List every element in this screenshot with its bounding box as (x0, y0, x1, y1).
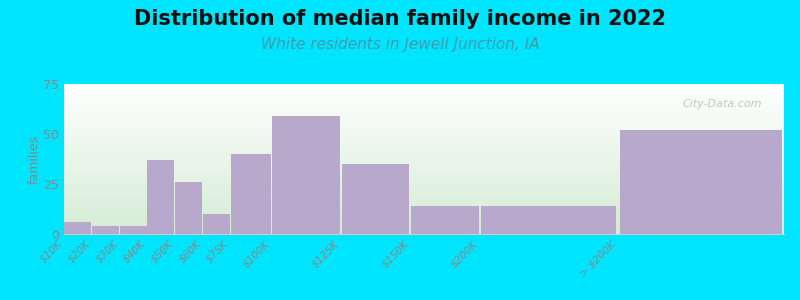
Bar (202, 214, 230, 234)
Bar (120, 226, 147, 234)
Bar (481, 206, 617, 234)
Text: White residents in Jewell Junction, IA: White residents in Jewell Junction, IA (261, 38, 539, 52)
Text: City-Data.com: City-Data.com (683, 99, 762, 109)
Bar (272, 116, 340, 234)
Bar (147, 160, 174, 234)
Bar (175, 182, 202, 234)
Bar (230, 154, 271, 234)
Bar (92, 226, 119, 234)
Bar (411, 206, 478, 234)
Bar (619, 130, 782, 234)
Bar (64, 222, 91, 234)
Bar (342, 164, 410, 234)
Y-axis label: families: families (27, 134, 40, 184)
Text: Distribution of median family income in 2022: Distribution of median family income in … (134, 9, 666, 29)
